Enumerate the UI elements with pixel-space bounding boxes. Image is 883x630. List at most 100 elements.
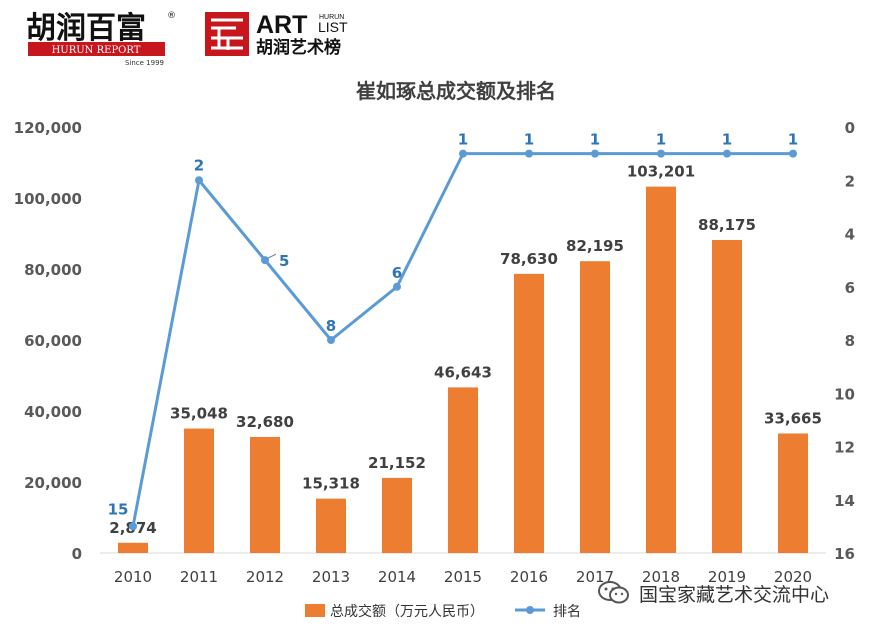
x-tick-label: 2017 — [576, 568, 614, 586]
bar-data-label: 78,630 — [500, 250, 558, 268]
bar — [184, 428, 214, 553]
y-right-tick-label: 12 — [834, 439, 855, 457]
y-right-tick-label: 14 — [834, 492, 855, 510]
hurun-logo-since: Since 1999 — [125, 59, 164, 67]
rank-point — [129, 522, 137, 531]
rank-data-label: 8 — [326, 317, 336, 335]
x-axis: 2010 2011 2012 2013 2014 2015 2016 2017 2018 2019… — [114, 568, 812, 586]
y-left-tick-label: 0 — [72, 545, 82, 563]
bar-data-label: 46,643 — [434, 363, 492, 381]
x-tick-label: 2015 — [444, 568, 482, 586]
hurun-logo-en: HURUN REPORT — [52, 45, 141, 56]
rank-point — [459, 149, 467, 158]
bar-data-label: 15,318 — [302, 475, 360, 493]
bar — [646, 186, 676, 553]
rank-data-label: 1 — [722, 131, 732, 149]
bar-data-label: 32,680 — [236, 413, 294, 431]
bar — [316, 498, 346, 553]
rank-point — [195, 176, 203, 185]
y-right-tick-label: 0 — [845, 119, 855, 137]
bar-data-label: 33,665 — [764, 409, 822, 427]
rank-data-label: 1 — [590, 131, 600, 149]
rank-point — [525, 149, 533, 158]
x-tick-label: 2013 — [312, 568, 350, 586]
x-tick-label: 2016 — [510, 568, 548, 586]
y-left-tick-label: 100,000 — [14, 190, 82, 208]
x-tick-label: 2014 — [378, 568, 416, 586]
logo-bar: 胡润百富 ® HURUN REPORT Since 1999 ART HURUN… — [26, 11, 348, 67]
wechat-icon — [598, 581, 629, 604]
hurun-report-logo: 胡润百富 ® HURUN REPORT Since 1999 — [26, 11, 176, 67]
bar-series — [118, 186, 808, 553]
artlist-seal-icon — [205, 12, 249, 56]
bar — [514, 273, 544, 553]
rank-point — [261, 256, 269, 265]
bar — [712, 239, 742, 553]
rank-point — [657, 149, 665, 158]
rank-data-label: 1 — [656, 131, 666, 149]
bar-data-label: 82,195 — [566, 237, 624, 255]
rank-data-label: 5 — [279, 252, 289, 270]
y-left-tick-label: 120,000 — [14, 119, 82, 137]
line-series — [129, 149, 797, 531]
x-tick-label: 2018 — [642, 568, 680, 586]
artlist-list: LIST — [318, 19, 348, 35]
hurun-logo-band — [28, 42, 165, 56]
hurun-logo-cn: 胡润百富 — [26, 11, 146, 46]
y-right-tick-label: 8 — [845, 332, 855, 350]
x-tick-label: 2012 — [246, 568, 284, 586]
rank-data-label: 2 — [194, 156, 204, 174]
rank-point — [789, 149, 797, 158]
y-left-tick-label: 60,000 — [24, 332, 82, 350]
bar-data-label: 103,201 — [627, 163, 695, 181]
rank-data-label: 1 — [458, 131, 468, 149]
artlist-art: ART — [256, 11, 307, 39]
y-right-tick-label: 16 — [834, 545, 855, 563]
artlist-logo: ART HURUN LIST 胡润艺术榜 — [205, 11, 348, 58]
y-left-tick-label: 20,000 — [24, 474, 82, 492]
bar — [448, 387, 478, 553]
bar-data-labels: 2,87435,04832,68015,31821,15246,64378,63… — [109, 163, 822, 537]
rank-point — [591, 149, 599, 158]
watermark-text: 国宝家藏艺术交流中心 — [639, 583, 830, 606]
bar-data-label: 88,175 — [698, 216, 756, 234]
y-right-tick-label: 4 — [845, 226, 855, 244]
y-left-tick-label: 80,000 — [24, 261, 82, 279]
bar — [580, 261, 610, 553]
bar — [382, 477, 412, 553]
rank-data-label: 1 — [524, 131, 534, 149]
y-right-tick-label: 2 — [845, 172, 855, 190]
chart-title: 崔如琢总成交额及排名 — [356, 79, 556, 103]
y-right-tick-label: 6 — [845, 279, 855, 297]
watermark: 国宝家藏艺术交流中心 — [597, 578, 829, 608]
rank-label-leader — [267, 253, 277, 259]
artlist-cn: 胡润艺术榜 — [256, 37, 341, 58]
artlist-hurun: HURUN — [319, 14, 344, 21]
y-axis-left: 0 20,000 40,000 60,000 80,000 100,000 120,000 — [14, 119, 82, 563]
legend-bar-label: 总成交额（万元人民币） — [330, 603, 484, 620]
x-tick-label: 2010 — [114, 568, 152, 586]
y-right-tick-label: 10 — [834, 385, 855, 403]
bar — [778, 433, 808, 553]
rank-data-label: 6 — [392, 264, 402, 282]
rank-data-label: 15 — [108, 500, 129, 518]
x-tick-label: 2020 — [774, 568, 812, 586]
legend-line-marker — [526, 606, 534, 614]
hurun-logo-registered: ® — [167, 11, 176, 21]
bar-data-label: 35,048 — [170, 405, 228, 423]
bar-data-label: 21,152 — [368, 454, 426, 472]
legend-line-label: 排名 — [553, 604, 581, 620]
x-tick-label: 2019 — [708, 568, 746, 586]
legend: 总成交额（万元人民币） 排名 — [305, 603, 581, 620]
y-left-tick-label: 40,000 — [24, 403, 82, 421]
x-tick-label: 2011 — [180, 568, 218, 586]
bar — [250, 436, 280, 553]
rank-data-label: 1 — [788, 131, 798, 149]
rank-point — [327, 336, 335, 344]
legend-bar-swatch — [305, 604, 325, 617]
rank-point — [393, 282, 401, 291]
bar — [118, 542, 148, 553]
y-axis-right: 0 2 4 6 8 10 12 14 16 — [834, 119, 855, 563]
line-data-labels: 15 2 5 8 6 1 1 1 1 1 1 — [108, 131, 799, 519]
